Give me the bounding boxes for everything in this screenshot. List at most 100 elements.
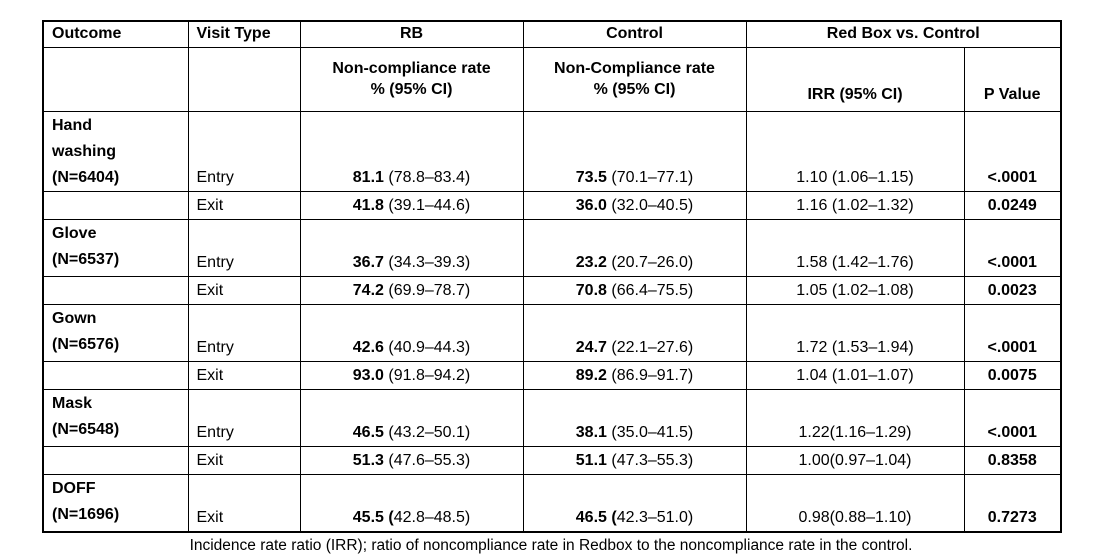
control-rate-ci: (20.7–26.0) (606, 254, 694, 272)
visit-type-cell: Exit (187, 276, 301, 305)
header-row-2: Non-compliance rate % (95% CI) Non-Compl… (42, 47, 1062, 112)
table-row: Mask (N=6548) Entry 46.5 (43.2–50.1) 38.… (42, 389, 1062, 447)
outcome-cell-empty (42, 361, 189, 390)
rb-rate-cell: 93.0 (91.8–94.2) (299, 361, 524, 390)
outcome-cell: Mask (N=6548) (42, 389, 189, 447)
irr-cell: 0.98(0.88–1.10) (745, 474, 965, 533)
p-value-cell: <.0001 (963, 304, 1062, 362)
control-rate-value: 73.5 (575, 169, 607, 187)
results-table: Outcome Visit Type RB Control Red Box vs… (42, 20, 1062, 533)
control-rate-cell: 89.2 (86.9–91.7) (522, 361, 747, 390)
visit-type-cell: Entry (187, 304, 301, 362)
outcome-cell-empty (42, 191, 189, 220)
control-rate-ci: (66.4–75.5) (606, 282, 694, 300)
irr-cell: 1.22(1.16–1.29) (745, 389, 965, 447)
rb-rate-ci: (47.6–55.3) (383, 452, 471, 470)
rb-rate-ci: (40.9–44.3) (383, 339, 471, 357)
outcome-cell-empty (42, 446, 189, 475)
table-row: Exit 41.8 (39.1–44.6) 36.0 (32.0–40.5) 1… (42, 191, 1062, 220)
rb-rate-ci: (39.1–44.6) (383, 197, 471, 215)
control-rate-ci: 42.3–51.0) (616, 509, 694, 527)
outcome-cell: DOFF (N=1696) (42, 474, 189, 533)
control-rate-cell: 51.1 (47.3–55.3) (522, 446, 747, 475)
visit-type-cell: Entry (187, 111, 301, 192)
control-rate-ci: (70.1–77.1) (606, 169, 694, 187)
rb-rate-value: 45.5 ( (352, 509, 394, 527)
rb-rate-value: 36.7 (352, 254, 384, 272)
outcome-cell: Glove (N=6537) (42, 219, 189, 277)
outcome-cell: Gown (N=6576) (42, 304, 189, 362)
control-rate-cell: 46.5 (42.3–51.0) (522, 474, 747, 533)
rb-rate-cell: 81.1 (78.8–83.4) (299, 111, 524, 192)
table-row: Glove (N=6537) Entry 36.7 (34.3–39.3) 23… (42, 219, 1062, 277)
header-empty-outcome (42, 47, 189, 112)
irr-cell: 1.00(0.97–1.04) (745, 446, 965, 475)
outcome-cell: Hand washing (N=6404) (42, 111, 189, 192)
control-rate-value: 46.5 ( (575, 509, 617, 527)
rb-rate-cell: 41.8 (39.1–44.6) (299, 191, 524, 220)
control-rate-value: 23.2 (575, 254, 607, 272)
control-rate-value: 51.1 (575, 452, 607, 470)
control-rate-cell: 38.1 (35.0–41.5) (522, 389, 747, 447)
table-row: Gown (N=6576) Entry 42.6 (40.9–44.3) 24.… (42, 304, 1062, 362)
control-rate-value: 36.0 (575, 197, 607, 215)
header-irr: IRR (95% CI) (745, 47, 965, 112)
p-value-cell: 0.0023 (963, 276, 1062, 305)
irr-cell: 1.10 (1.06–1.15) (745, 111, 965, 192)
p-value-cell: 0.8358 (963, 446, 1062, 475)
rb-rate-ci: (43.2–50.1) (383, 424, 471, 442)
control-rate-cell: 24.7 (22.1–27.6) (522, 304, 747, 362)
rb-rate-ci: (78.8–83.4) (383, 169, 471, 187)
irr-cell: 1.16 (1.02–1.32) (745, 191, 965, 220)
visit-type-cell: Exit (187, 474, 301, 533)
control-rate-ci: (86.9–91.7) (606, 367, 694, 385)
control-rate-cell: 73.5 (70.1–77.1) (522, 111, 747, 192)
header-control-subtitle: Non-Compliance rate % (95% CI) (522, 47, 747, 112)
rb-rate-cell: 42.6 (40.9–44.3) (299, 304, 524, 362)
rb-rate-cell: 74.2 (69.9–78.7) (299, 276, 524, 305)
p-value-cell: 0.0249 (963, 191, 1062, 220)
rb-rate-value: 74.2 (352, 282, 384, 300)
outcome-cell-empty (42, 276, 189, 305)
rb-rate-cell: 45.5 (42.8–48.5) (299, 474, 524, 533)
header-empty-visit (187, 47, 301, 112)
p-value-cell: 0.0075 (963, 361, 1062, 390)
table-row: Exit 93.0 (91.8–94.2) 89.2 (86.9–91.7) 1… (42, 361, 1062, 390)
p-value-cell: <.0001 (963, 219, 1062, 277)
irr-cell: 1.72 (1.53–1.94) (745, 304, 965, 362)
control-rate-cell: 23.2 (20.7–26.0) (522, 219, 747, 277)
rb-rate-cell: 46.5 (43.2–50.1) (299, 389, 524, 447)
header-control: Control (522, 20, 747, 48)
visit-type-cell: Entry (187, 219, 301, 277)
p-value-cell: <.0001 (963, 389, 1062, 447)
control-rate-value: 89.2 (575, 367, 607, 385)
irr-cell: 1.58 (1.42–1.76) (745, 219, 965, 277)
rb-rate-value: 81.1 (352, 169, 384, 187)
rb-rate-ci: 42.8–48.5) (393, 509, 471, 527)
header-p-value: P Value (963, 47, 1062, 112)
header-rb-vs-control: Red Box vs. Control (745, 20, 1062, 48)
irr-cell: 1.04 (1.01–1.07) (745, 361, 965, 390)
rb-rate-ci: (69.9–78.7) (383, 282, 471, 300)
visit-type-cell: Entry (187, 389, 301, 447)
control-rate-ci: (35.0–41.5) (606, 424, 694, 442)
irr-cell: 1.05 (1.02–1.08) (745, 276, 965, 305)
control-rate-ci: (22.1–27.6) (606, 339, 694, 357)
visit-type-cell: Exit (187, 361, 301, 390)
table-row: Exit 51.3 (47.6–55.3) 51.1 (47.3–55.3) 1… (42, 446, 1062, 475)
rb-rate-ci: (91.8–94.2) (383, 367, 471, 385)
visit-type-cell: Exit (187, 191, 301, 220)
rb-rate-value: 42.6 (352, 339, 384, 357)
table-footnote: Incidence rate ratio (IRR); ratio of non… (189, 537, 913, 554)
header-visit-type: Visit Type (187, 20, 301, 48)
header-rb-subtitle: Non-compliance rate % (95% CI) (299, 47, 524, 112)
header-row-1: Outcome Visit Type RB Control Red Box vs… (42, 20, 1062, 48)
p-value-cell: 0.7273 (963, 474, 1062, 533)
rb-rate-value: 93.0 (352, 367, 384, 385)
p-value-cell: <.0001 (963, 111, 1062, 192)
control-rate-value: 38.1 (575, 424, 607, 442)
control-rate-value: 70.8 (575, 282, 607, 300)
rb-rate-cell: 36.7 (34.3–39.3) (299, 219, 524, 277)
table-row: DOFF (N=1696) Exit 45.5 (42.8–48.5) 46.5… (42, 474, 1062, 533)
rb-rate-ci: (34.3–39.3) (383, 254, 471, 272)
